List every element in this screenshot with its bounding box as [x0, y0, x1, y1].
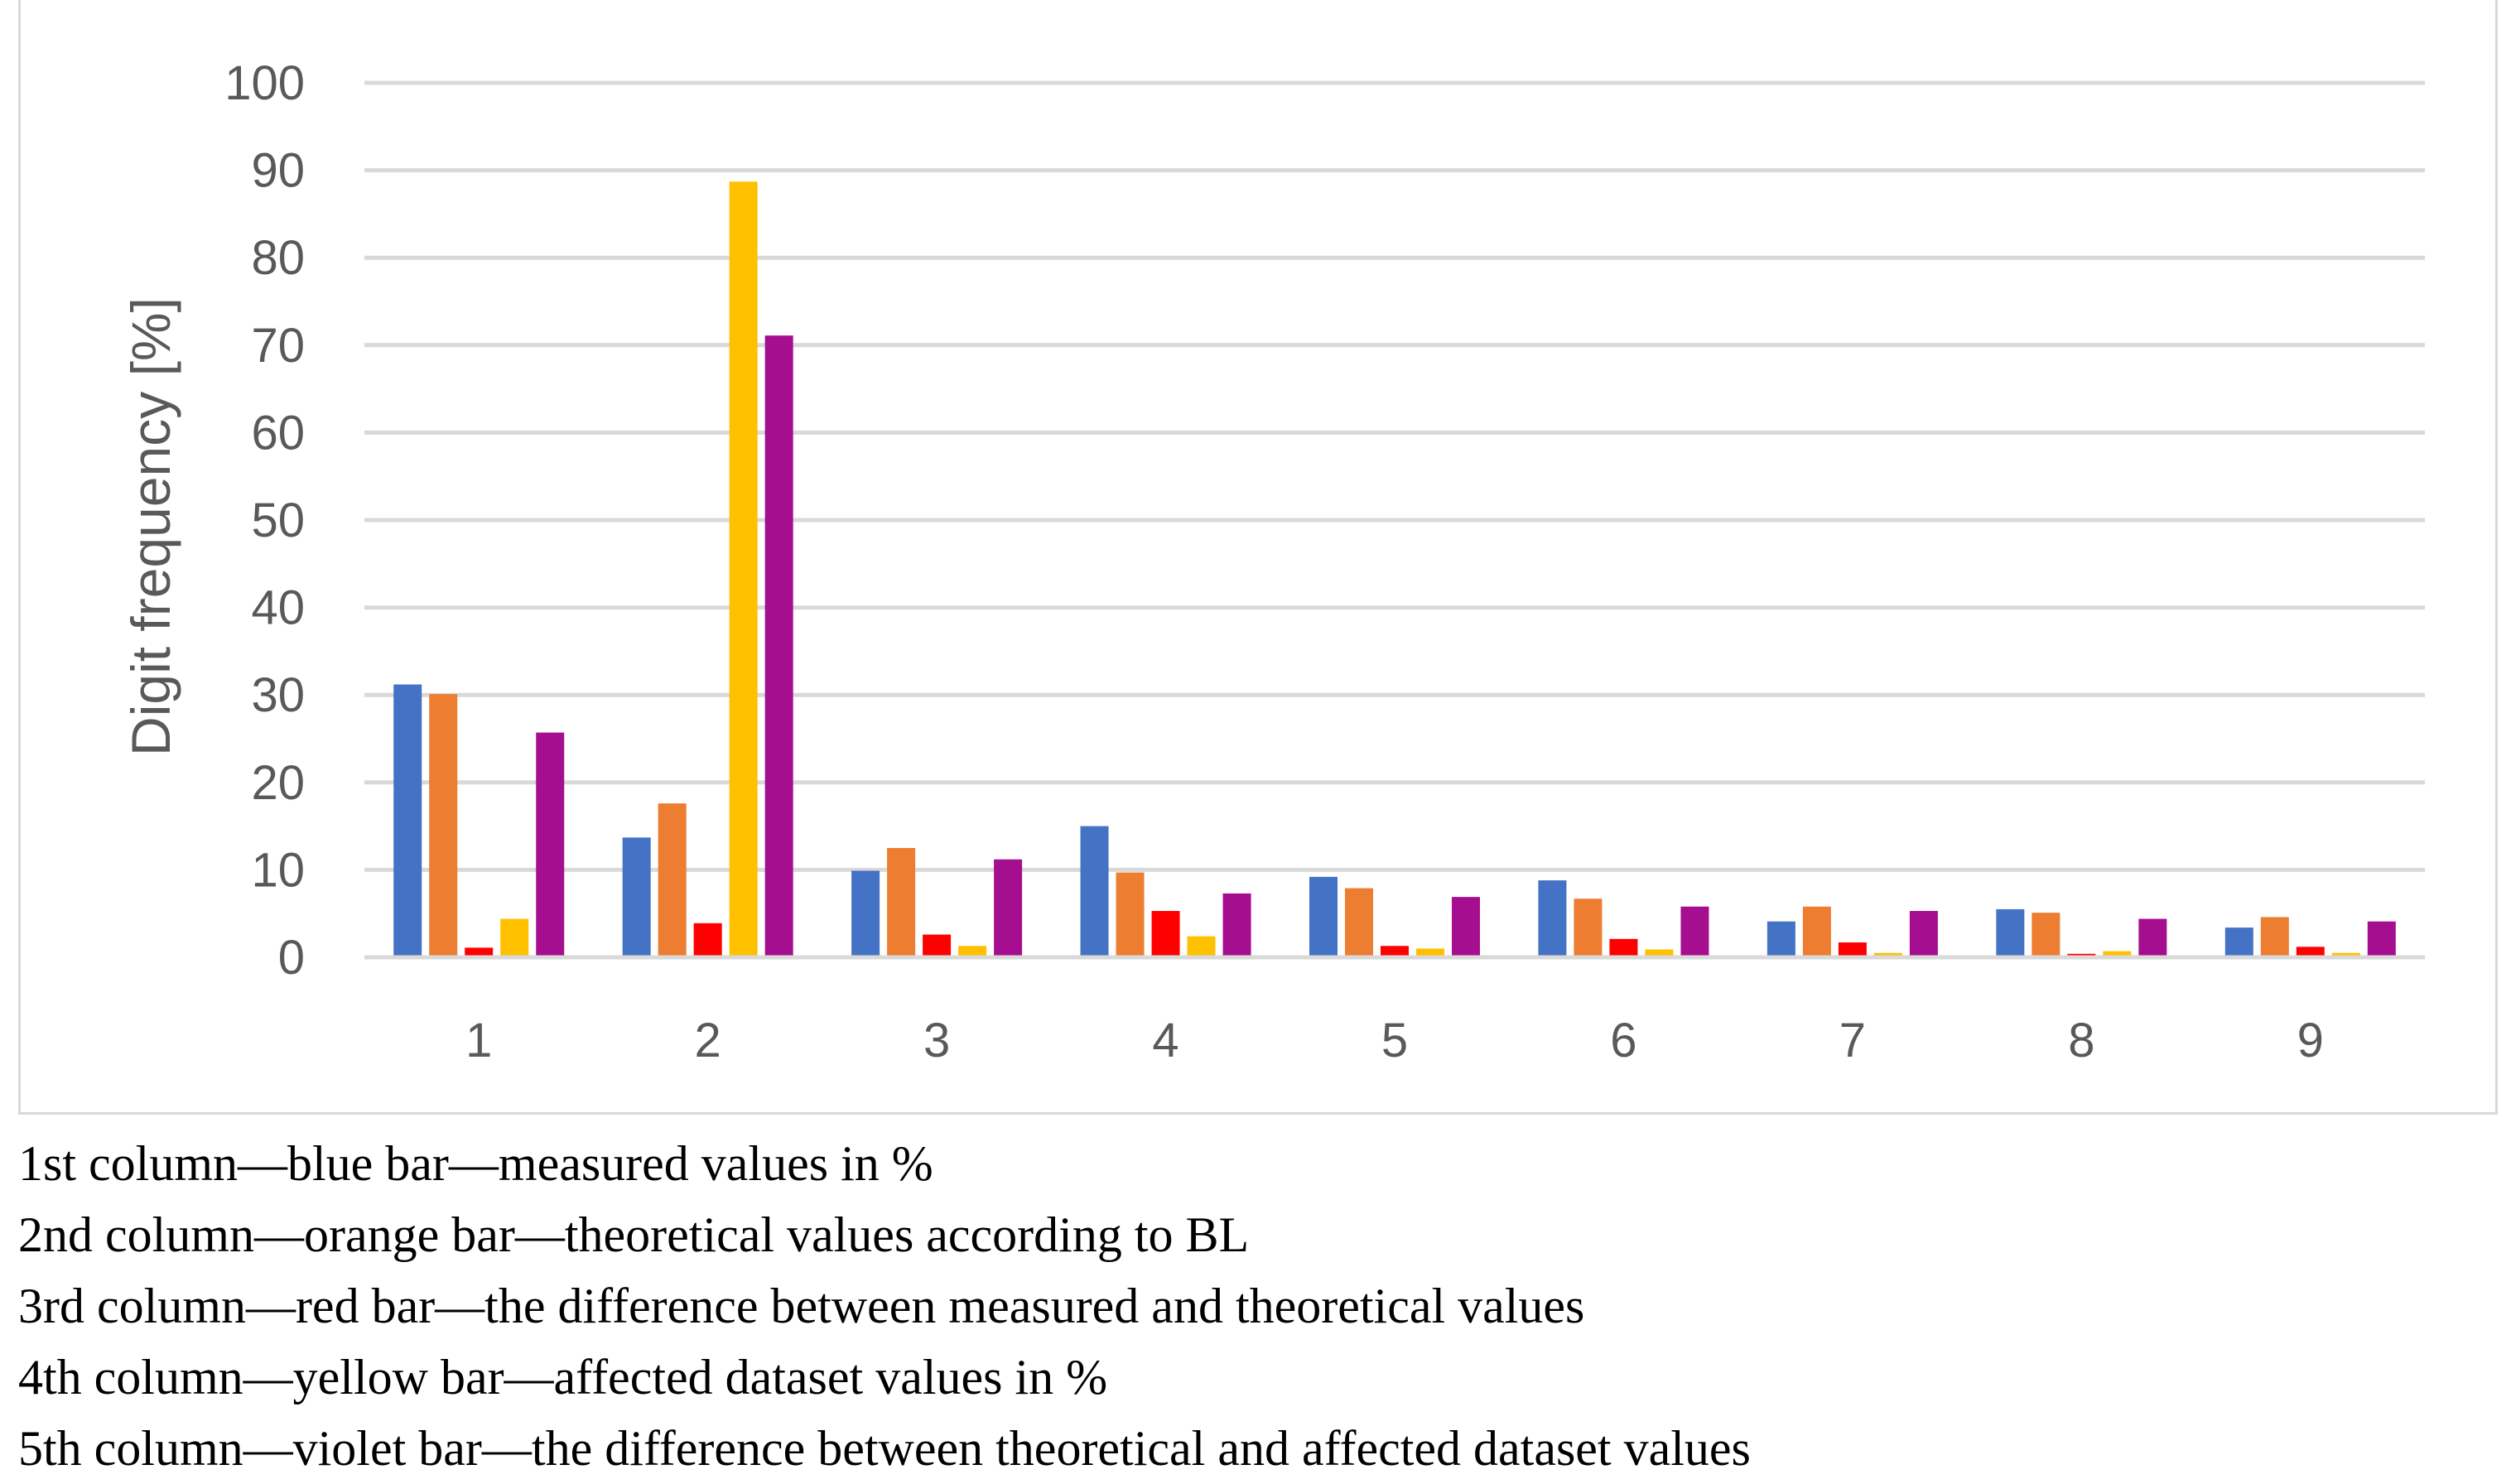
x-tick-label: 4 [1152, 1014, 1178, 1067]
x-tick-label: 7 [1839, 1014, 1866, 1067]
bar-series-3-digit-7 [1838, 942, 1867, 957]
y-axis-title: Digit frequency [%] [120, 297, 181, 756]
y-tick-label: 80 [251, 231, 305, 285]
bar-series-1-digit-7 [1767, 921, 1795, 957]
legend-line-5: 5th column—violet bar—the difference bet… [18, 1421, 1751, 1476]
y-tick-label: 30 [251, 668, 305, 722]
y-tick-label: 60 [251, 406, 305, 460]
bar-series-5-digit-5 [1452, 897, 1480, 957]
bar-series-4-digit-6 [1645, 949, 1674, 957]
bar-series-2-digit-6 [1574, 899, 1603, 957]
x-tick-label: 3 [923, 1014, 950, 1067]
bar-series-1-digit-8 [1996, 908, 2025, 957]
bar-series-4-digit-9 [2331, 952, 2360, 957]
bar-series-3-digit-1 [465, 947, 494, 957]
x-axis-ticks: 1 2 3 4 5 6 7 8 9 [465, 1014, 2324, 1067]
y-axis-ticks: 0 10 20 30 40 50 60 70 80 90 100 [224, 56, 305, 985]
bar-series-1-digit-5 [1309, 876, 1338, 957]
bar-series-1-digit-6 [1538, 880, 1567, 957]
bar-series-4-digit-4 [1187, 936, 1216, 957]
bar-series-5-digit-7 [1909, 911, 1938, 957]
bar-series-3-digit-9 [2296, 947, 2325, 957]
bar-series-4-digit-5 [1416, 948, 1444, 957]
y-tick-label: 90 [251, 144, 305, 198]
bar-series-1-digit-1 [393, 684, 422, 957]
x-tick-label: 8 [2068, 1014, 2094, 1067]
bar-series-2-digit-1 [429, 694, 458, 957]
bar-series-5-digit-9 [2367, 921, 2396, 957]
y-tick-label: 70 [251, 319, 305, 373]
bar-series-5-digit-2 [764, 335, 793, 958]
bars [364, 181, 2425, 960]
bar-series-2-digit-8 [2032, 913, 2061, 957]
y-tick-label: 0 [278, 931, 305, 985]
y-tick-label: 10 [251, 843, 305, 897]
y-tick-label: 50 [251, 494, 305, 547]
x-tick-label: 1 [465, 1014, 492, 1067]
y-tick-label: 100 [224, 56, 305, 110]
bar-series-1-digit-2 [622, 837, 651, 957]
bar-series-1-digit-9 [2224, 928, 2253, 957]
bar-series-4-digit-2 [729, 181, 758, 957]
y-tick-label: 40 [251, 581, 305, 635]
bar-series-5-digit-8 [2138, 918, 2167, 957]
bar-series-4-digit-1 [500, 918, 529, 957]
y-tick-label: 20 [251, 756, 305, 810]
bar-series-3-digit-5 [1381, 946, 1409, 957]
bar-series-4-digit-8 [2103, 951, 2132, 957]
bar-series-4-digit-7 [1873, 952, 1902, 957]
bar-chart: 0 10 20 30 40 50 60 70 80 90 100 1 2 3 4 5 6 7 8 9 Digit f… [120, 56, 2425, 1067]
bar-series-4-digit-3 [958, 946, 987, 957]
x-tick-label: 2 [695, 1014, 721, 1067]
x-tick-label: 9 [2297, 1014, 2324, 1067]
legend-line-1: 1st column—blue bar—measured values in % [18, 1136, 933, 1191]
x-tick-label: 5 [1381, 1014, 1408, 1067]
bar-series-5-digit-3 [994, 859, 1023, 957]
bar-series-2-digit-3 [887, 848, 916, 957]
bar-series-3-digit-3 [923, 934, 952, 957]
figure-legend: 1st column—blue bar—measured values in %… [18, 1128, 2494, 1484]
legend-line-3: 3rd column—red bar—the difference betwee… [18, 1279, 1585, 1333]
bar-series-5-digit-1 [536, 732, 565, 957]
bar-series-3-digit-6 [1609, 938, 1638, 957]
legend-line-4: 4th column—yellow bar—affected dataset v… [18, 1350, 1108, 1404]
bar-series-5-digit-4 [1222, 893, 1251, 957]
bar-series-3-digit-4 [1151, 911, 1180, 957]
bar-series-1-digit-4 [1080, 826, 1109, 957]
bar-series-2-digit-2 [658, 803, 687, 957]
bar-series-2-digit-4 [1116, 872, 1145, 957]
bar-series-2-digit-7 [1802, 906, 1831, 957]
bar-series-5-digit-6 [1680, 906, 1709, 957]
bar-series-2-digit-9 [2260, 917, 2289, 957]
legend-line-2: 2nd column—orange bar—theoretical values… [18, 1207, 1250, 1262]
bar-series-2-digit-5 [1345, 888, 1373, 957]
bar-series-1-digit-3 [851, 870, 880, 957]
bar-series-3-digit-2 [693, 923, 722, 957]
x-tick-label: 6 [1610, 1014, 1636, 1067]
